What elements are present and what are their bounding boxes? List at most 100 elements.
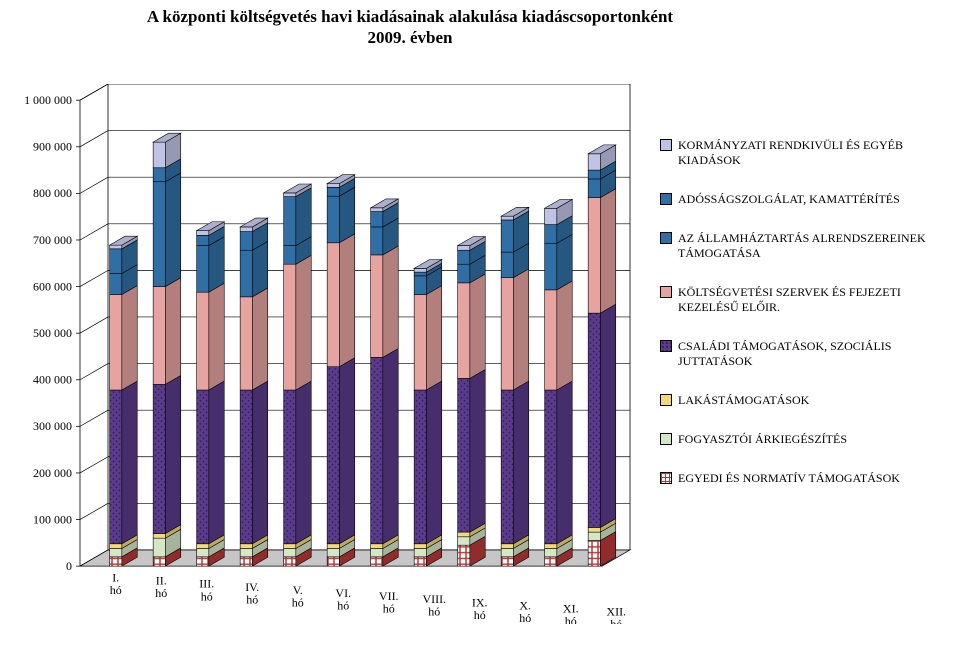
bar-segment (110, 390, 122, 544)
x-axis-label: XII.hó (606, 606, 626, 624)
bar-segment (501, 216, 513, 220)
bar-segment (458, 250, 470, 264)
legend-item: CSALÁDI TÁMOGATÁSOK, SZOCIÁLIS JUTTATÁSO… (660, 339, 950, 369)
y-axis-label: 100 000 (33, 514, 72, 527)
x-axis-label: III.hó (199, 578, 214, 603)
legend-swatch (660, 433, 672, 445)
bar-segment (588, 170, 600, 179)
y-axis-label: 900 000 (33, 141, 72, 154)
bar-segment (327, 548, 339, 556)
bar-segment (501, 252, 513, 278)
title-line2: 2009. évben (368, 28, 453, 47)
legend-swatch (660, 193, 672, 205)
bar-segment (371, 255, 383, 358)
bar-segment (545, 225, 557, 244)
y-axis-label: 1 000 000 (24, 94, 72, 107)
bar-segment (153, 538, 165, 557)
x-axis-label: XI.hó (563, 603, 579, 624)
bar-segment (153, 384, 165, 533)
bar-segment (110, 548, 122, 556)
x-axis-label: VI.hó (335, 587, 351, 612)
x-axis-label: X.hó (519, 600, 531, 624)
bar-segment (414, 544, 426, 549)
y-axis-label: 700 000 (33, 234, 72, 247)
bar-segment (153, 168, 165, 182)
bar-segment (588, 179, 600, 198)
legend-label: ADÓSSÁGSZOLGÁLAT, KAMATTÉRÍTÉS (678, 192, 900, 207)
bar-segment (501, 557, 513, 566)
bar-segment (284, 548, 296, 556)
bar-segment (371, 357, 383, 543)
bar-segment (110, 245, 122, 249)
legend-label: AZ ÁLLAMHÁZTARTÁS ALRENDSZEREINEK TÁMOGA… (678, 231, 950, 261)
bar-segment (501, 544, 513, 549)
title-line1: A központi költségvetés havi kiadásainak… (147, 7, 673, 26)
bar-segment (153, 182, 165, 287)
x-axis-label: I.hó (110, 572, 122, 597)
bar-segment (371, 548, 383, 556)
bar-segment (240, 390, 252, 544)
bar-segment (284, 264, 296, 390)
bar-segment (545, 548, 557, 556)
legend-item: LAKÁSTÁMOGATÁSOK (660, 393, 950, 408)
x-axis-label: IX.hó (472, 596, 488, 621)
bar-segment (153, 557, 165, 566)
bar-segment (197, 544, 209, 549)
bar-segment (284, 544, 296, 549)
bar-segment (240, 557, 252, 566)
bar-segment (371, 208, 383, 212)
legend-swatch (660, 232, 672, 244)
legend-item: FOGYASZTÓI ÁRKIEGÉSZÍTÉS (660, 432, 950, 447)
bar-segment (458, 283, 470, 379)
legend-item: AZ ÁLLAMHÁZTARTÁS ALRENDSZEREINEK TÁMOGA… (660, 231, 950, 261)
bar-segment (545, 243, 557, 290)
bar-segment (371, 557, 383, 566)
bar-segment (327, 196, 339, 243)
bar-segment (545, 557, 557, 566)
legend-label: CSALÁDI TÁMOGATÁSOK, SZOCIÁLIS JUTTATÁSO… (678, 339, 950, 369)
legend: KORMÁNYZATI RENDKIVÜLI ÉS EGYÉB KIADÁSOK… (660, 138, 950, 510)
y-axis-label: 800 000 (33, 187, 72, 200)
bar-segment (588, 527, 600, 532)
bar-segment (197, 548, 209, 556)
bar-segment (284, 246, 296, 265)
bar-segment (414, 548, 426, 556)
bar-segment (588, 154, 600, 170)
legend-swatch (660, 139, 672, 151)
bar-segment (414, 268, 426, 272)
legend-swatch (660, 472, 672, 484)
legend-label: LAKÁSTÁMOGATÁSOK (678, 393, 809, 408)
y-axis-label: 200 000 (33, 467, 72, 480)
bar-segment (327, 187, 339, 196)
bar-segment (240, 232, 252, 251)
bar-segment (545, 390, 557, 544)
page-title: A központi költségvetés havi kiadásainak… (60, 6, 760, 49)
bar-segment (153, 287, 165, 385)
bar-segment (327, 557, 339, 566)
x-axis-label: V.hó (292, 584, 304, 609)
bar-segment (240, 227, 252, 232)
bar-segment (197, 557, 209, 566)
bar-segment (458, 537, 470, 545)
bar-segment (110, 557, 122, 566)
legend-label: KÖLTSÉGVETÉSI SZERVEK ÉS FEJEZETI KEZELÉ… (678, 285, 950, 315)
bar-segment (110, 274, 122, 295)
bar-segment (414, 276, 426, 295)
bar-segment (588, 532, 600, 540)
bar-segment (240, 297, 252, 390)
bar-segment (588, 541, 600, 567)
y-axis-label: 500 000 (33, 327, 72, 340)
bar-segment (284, 390, 296, 544)
bar-segment (110, 544, 122, 549)
bar-segment (414, 294, 426, 390)
bar-segment (197, 292, 209, 390)
bar-segment (458, 532, 470, 537)
bar-segment (284, 197, 296, 246)
bar-segment (240, 548, 252, 556)
bar-segment (501, 390, 513, 544)
bar-segment (327, 544, 339, 549)
legend-swatch (660, 394, 672, 406)
x-axis-label: VIII.hó (422, 593, 446, 618)
bar-segment (588, 198, 600, 314)
bar-segment (240, 250, 252, 297)
